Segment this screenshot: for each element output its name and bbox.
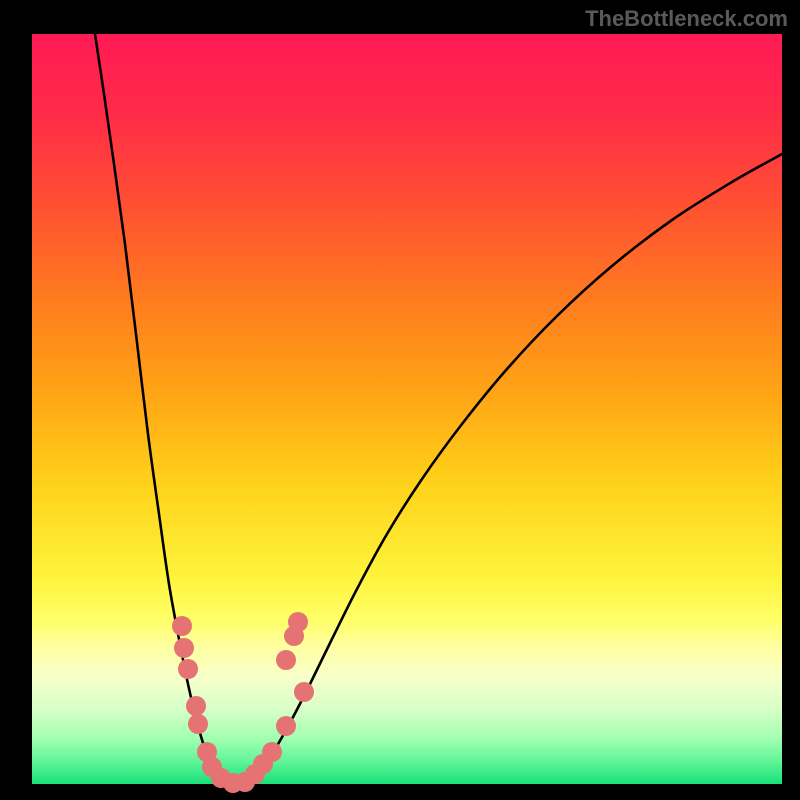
bottleneck-curve	[95, 34, 782, 784]
data-marker	[294, 682, 314, 702]
data-marker	[262, 742, 282, 762]
plot-area	[32, 34, 782, 784]
data-marker	[178, 659, 198, 679]
data-marker	[172, 616, 192, 636]
chart-svg	[32, 34, 782, 784]
chart-container: TheBottleneck.com	[0, 0, 800, 800]
data-marker	[186, 696, 206, 716]
data-marker	[188, 714, 208, 734]
watermark-text: TheBottleneck.com	[585, 6, 788, 32]
data-marker	[174, 638, 194, 658]
data-marker	[276, 650, 296, 670]
data-marker	[288, 612, 308, 632]
data-marker	[276, 716, 296, 736]
marker-group	[172, 612, 314, 793]
